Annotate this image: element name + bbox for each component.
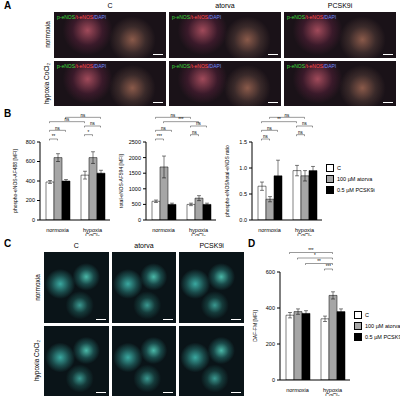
html-text:p-eNOS /t-eNOS /DAPI: p-eNOS /t-eNOS /DAPI (57, 14, 107, 20)
svg-text:500: 500 (132, 201, 141, 207)
html-text:normoxia: normoxia (43, 21, 51, 49)
html-text:hypoxia CoCl₂: hypoxia CoCl₂ (33, 340, 41, 382)
svg-text:400: 400 (26, 178, 35, 184)
html-text:p-eNOS /t-eNOS /DAPI: p-eNOS /t-eNOS /DAPI (287, 62, 337, 69)
svg-text:ns: ns (55, 126, 61, 131)
html-text:100 µM atorva: 100 µM atorva (365, 323, 400, 329)
svg-text:0: 0 (138, 217, 141, 223)
html-text:A: A (4, 0, 12, 11)
svg-text:800: 800 (26, 139, 35, 145)
svg-text:ns: ns (263, 134, 269, 139)
html-text:C: C (365, 312, 369, 318)
svg-text:ns: ns (302, 121, 308, 126)
svg-text:600: 600 (26, 158, 35, 164)
html-text:100 µM atorva: 100 µM atorva (337, 176, 373, 182)
svg-text:***: *** (178, 117, 184, 122)
html-text:C: C (337, 165, 341, 171)
svg-text:0: 0 (272, 377, 275, 383)
svg-text:0.5: 0.5 (239, 191, 247, 197)
html-text:atorva: atorva (215, 2, 235, 9)
svg-text:ns: ns (267, 126, 273, 131)
html-text:C: C (4, 238, 12, 249)
html-text:p-eNOS /t-eNOS /DAPI: p-eNOS /t-eNOS /DAPI (172, 14, 222, 20)
svg-text:hypoxiaCoCl₂: hypoxiaCoCl₂ (83, 227, 103, 236)
svg-text:600: 600 (266, 269, 275, 275)
svg-text:200: 200 (26, 197, 35, 203)
html-text:p-eNOS /t-eNOS /DAPI: p-eNOS /t-eNOS /DAPI (57, 62, 107, 69)
svg-text:0: 0 (32, 217, 35, 223)
svg-text:ns: ns (298, 130, 304, 135)
svg-text:***: *** (308, 248, 314, 253)
svg-text:DAF-FM [MFI]: DAF-FM [MFI] (252, 310, 258, 342)
svg-text:ns: ns (192, 130, 198, 135)
svg-text:ns: ns (285, 113, 291, 118)
svg-text:1500: 1500 (129, 170, 141, 176)
svg-text:phospho-eNOS/total-eNOS ratio: phospho-eNOS/total-eNOS ratio (224, 145, 230, 217)
svg-text:400: 400 (266, 305, 275, 311)
svg-text:hypoxiaCoCl₂: hypoxiaCoCl₂ (295, 227, 315, 236)
svg-text:ns: ns (81, 113, 87, 118)
svg-text:ns: ns (161, 126, 167, 131)
svg-text:***: *** (326, 264, 332, 269)
html-text:PCSK9i: PCSK9i (327, 2, 353, 9)
svg-text:*: * (314, 253, 316, 258)
svg-text:normoxia: normoxia (46, 227, 70, 233)
svg-text:hypoxiaCoCl₂: hypoxiaCoCl₂ (323, 387, 343, 396)
svg-text:1.0: 1.0 (239, 165, 247, 171)
svg-text:normoxia: normoxia (258, 227, 282, 233)
svg-text:ns: ns (90, 121, 96, 126)
svg-text:phospho-eNOS-AF488 [MFI]: phospho-eNOS-AF488 [MFI] (12, 149, 18, 213)
html-text:PCSK9i: PCSK9i (199, 242, 224, 249)
html-text:C: C (107, 2, 113, 9)
html-text:0.5 µM PCSK9i: 0.5 µM PCSK9i (337, 187, 375, 193)
svg-text:normoxia: normoxia (286, 387, 310, 393)
svg-text:ns: ns (171, 113, 177, 118)
html-text:C: C (73, 242, 79, 249)
svg-text:1000: 1000 (129, 186, 141, 192)
svg-text:normoxia: normoxia (152, 227, 176, 233)
svg-text:2000: 2000 (129, 155, 141, 161)
svg-text:ns: ns (196, 121, 202, 126)
svg-text:2500: 2500 (129, 139, 141, 145)
svg-text:ns: ns (64, 117, 70, 123)
svg-text:hypoxiaCoCl₂: hypoxiaCoCl₂ (189, 227, 209, 236)
svg-text:1.5: 1.5 (239, 139, 247, 145)
svg-text:**: ** (277, 117, 281, 122)
html-text:p-eNOS /t-eNOS /DAPI: p-eNOS /t-eNOS /DAPI (287, 14, 337, 20)
svg-text:200: 200 (266, 341, 275, 347)
svg-text:total-eNOS-AF594 [MFI]: total-eNOS-AF594 [MFI] (118, 153, 124, 208)
html-text:hypoxia CoCl₂: hypoxia CoCl₂ (43, 62, 51, 104)
html-text:p-eNOS /t-eNOS /DAPI: p-eNOS /t-eNOS /DAPI (172, 62, 222, 69)
svg-text:***: *** (157, 134, 163, 139)
svg-text:0.0: 0.0 (239, 217, 247, 223)
html-text:B: B (4, 108, 12, 119)
svg-text:*: * (88, 130, 90, 135)
html-text:atorva: atorva (134, 242, 154, 249)
svg-text:**: ** (317, 259, 321, 264)
html-text:normoxia: normoxia (33, 273, 41, 301)
svg-text:**: ** (52, 134, 56, 139)
html-text:D: D (248, 238, 256, 249)
